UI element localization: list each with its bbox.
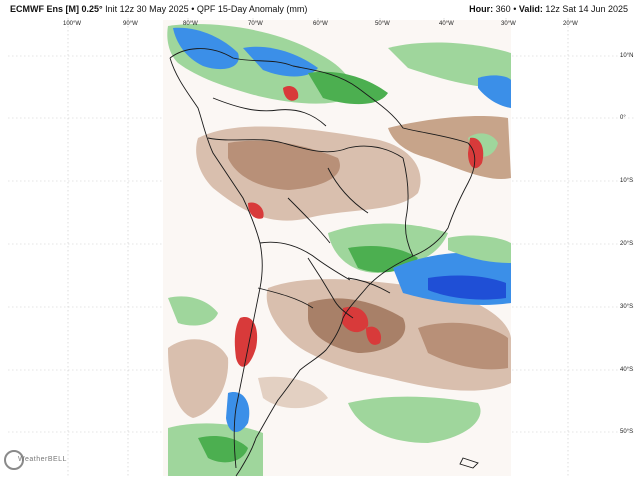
lat-label: 40°S bbox=[620, 367, 634, 373]
model-name: ECMWF Ens [M] 0.25° bbox=[10, 4, 103, 14]
lat-label: 20°S bbox=[620, 241, 634, 247]
map-canvas bbox=[8, 18, 636, 478]
init-time: Init 12z 30 May 2025 bbox=[105, 4, 189, 14]
lon-label: 60°W bbox=[313, 21, 328, 27]
separator: • bbox=[513, 4, 517, 14]
lat-label: 50°S bbox=[620, 429, 634, 435]
lon-label: 80°W bbox=[183, 21, 198, 27]
hour-label: Hour: bbox=[469, 4, 494, 14]
valid-label: Valid: bbox=[518, 4, 543, 14]
title-right: Hour: 360 • Valid: 12z Sat 14 Jun 2025 bbox=[469, 4, 628, 14]
weatherbell-logo: WeatherBELL bbox=[4, 450, 66, 472]
logo-ring-icon bbox=[4, 450, 24, 470]
wet-anomaly-layer bbox=[167, 24, 511, 476]
lat-label: 10°S bbox=[620, 178, 634, 184]
product-name: QPF 15-Day Anomaly (mm) bbox=[196, 4, 308, 14]
lon-label: 20°W bbox=[563, 21, 578, 27]
hour-value: 360 bbox=[495, 4, 511, 14]
lat-label: 30°S bbox=[620, 304, 634, 310]
dry-anomaly-layer bbox=[168, 116, 511, 418]
lon-label: 90°W bbox=[123, 21, 138, 27]
title-left: ECMWF Ens [M] 0.25° Init 12z 30 May 2025… bbox=[10, 4, 307, 14]
lon-label: 70°W bbox=[248, 21, 263, 27]
logo-text: WeatherBELL bbox=[18, 456, 67, 463]
lon-label: 100°W bbox=[63, 21, 82, 27]
valid-value: 12z Sat 14 Jun 2025 bbox=[545, 4, 628, 14]
lat-label: 10°N bbox=[620, 53, 634, 59]
lon-label: 40°W bbox=[439, 21, 454, 27]
coastline bbox=[169, 48, 479, 477]
lon-label: 30°W bbox=[501, 21, 516, 27]
separator: • bbox=[191, 4, 195, 14]
map-panel: 100°W 90°W 80°W 70°W 60°W 50°W 40°W 30°W… bbox=[8, 18, 636, 478]
lon-label: 50°W bbox=[375, 21, 390, 27]
title-bar: ECMWF Ens [M] 0.25° Init 12z 30 May 2025… bbox=[0, 0, 640, 18]
lat-label: 0° bbox=[620, 115, 626, 121]
